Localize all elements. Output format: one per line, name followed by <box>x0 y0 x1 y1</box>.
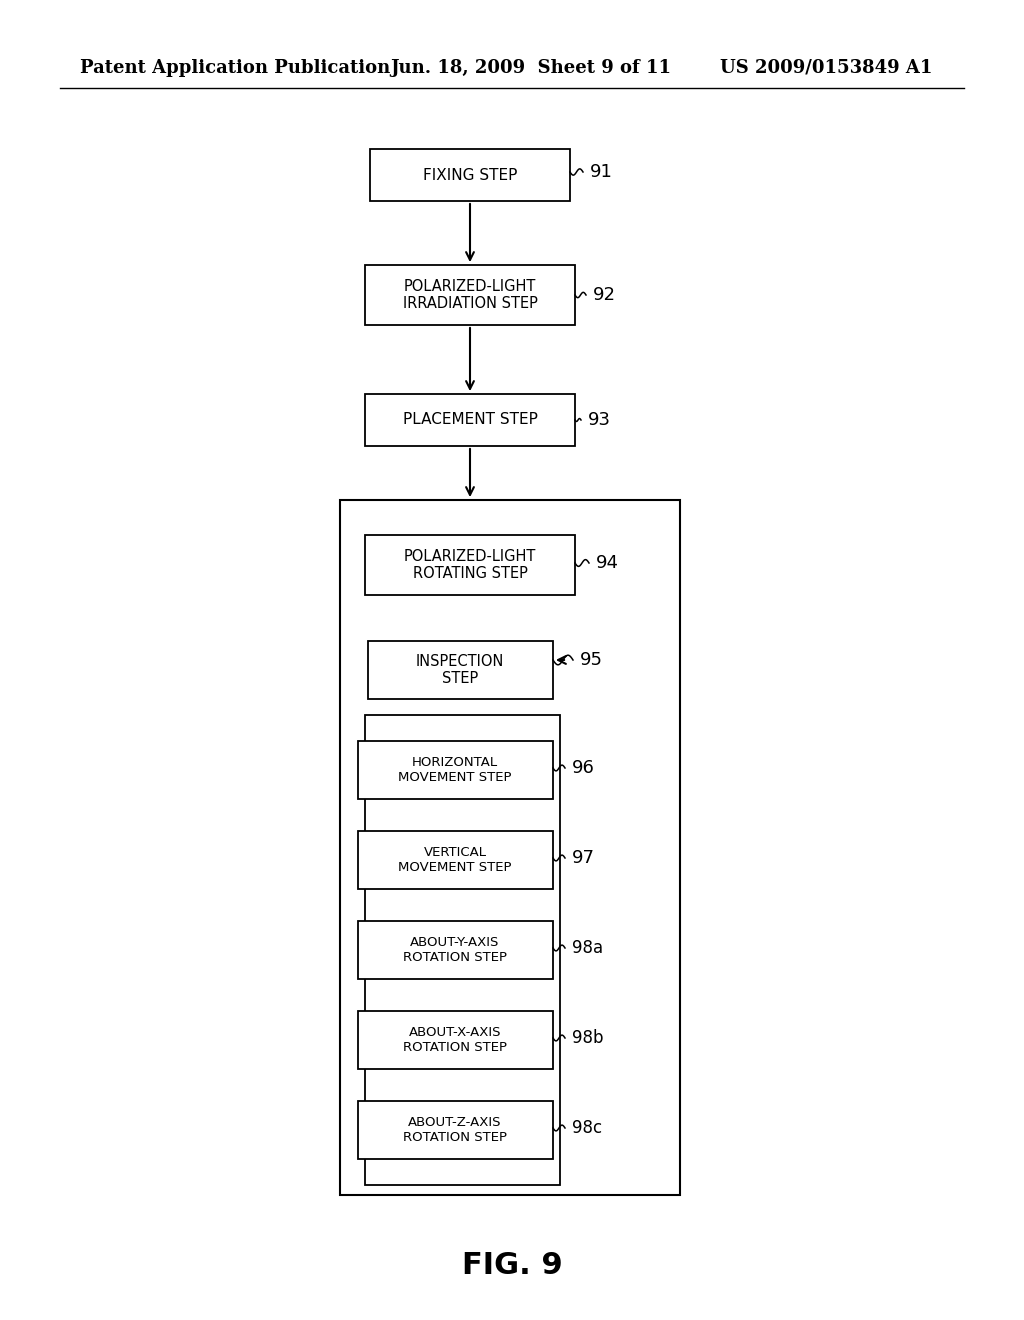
Text: Patent Application Publication: Patent Application Publication <box>80 59 390 77</box>
Text: INSPECTION
STEP: INSPECTION STEP <box>416 653 504 686</box>
Bar <box>357 921 553 979</box>
Text: 92: 92 <box>593 286 616 304</box>
Bar <box>365 535 575 595</box>
Text: ABOUT-X-AXIS
ROTATION STEP: ABOUT-X-AXIS ROTATION STEP <box>403 1026 507 1053</box>
Bar <box>357 832 553 888</box>
Bar <box>368 642 553 700</box>
Bar <box>340 500 680 1195</box>
Text: VERTICAL
MOVEMENT STEP: VERTICAL MOVEMENT STEP <box>398 846 512 874</box>
Text: POLARIZED-LIGHT
IRRADIATION STEP: POLARIZED-LIGHT IRRADIATION STEP <box>402 279 538 312</box>
Bar <box>357 741 553 799</box>
Text: POLARIZED-LIGHT
ROTATING STEP: POLARIZED-LIGHT ROTATING STEP <box>403 549 537 581</box>
Text: 95: 95 <box>580 651 603 669</box>
Bar <box>365 715 560 1185</box>
Text: HORIZONTAL
MOVEMENT STEP: HORIZONTAL MOVEMENT STEP <box>398 756 512 784</box>
Text: ABOUT-Y-AXIS
ROTATION STEP: ABOUT-Y-AXIS ROTATION STEP <box>403 936 507 964</box>
Text: 98a: 98a <box>572 939 603 957</box>
Bar <box>357 1011 553 1069</box>
Text: ABOUT-Z-AXIS
ROTATION STEP: ABOUT-Z-AXIS ROTATION STEP <box>403 1115 507 1144</box>
Bar <box>365 393 575 446</box>
Bar <box>370 149 570 201</box>
Bar <box>357 1101 553 1159</box>
Text: Jun. 18, 2009  Sheet 9 of 11: Jun. 18, 2009 Sheet 9 of 11 <box>390 59 671 77</box>
Text: 93: 93 <box>588 411 611 429</box>
Text: US 2009/0153849 A1: US 2009/0153849 A1 <box>720 59 933 77</box>
Text: PLACEMENT STEP: PLACEMENT STEP <box>402 412 538 428</box>
Text: 98b: 98b <box>572 1030 603 1047</box>
Text: 96: 96 <box>572 759 595 777</box>
Bar <box>365 265 575 325</box>
Text: 98c: 98c <box>572 1119 602 1137</box>
Text: 94: 94 <box>596 554 618 572</box>
Text: FIG. 9: FIG. 9 <box>462 1250 562 1279</box>
Text: FIXING STEP: FIXING STEP <box>423 168 517 182</box>
Text: 97: 97 <box>572 849 595 867</box>
Text: 91: 91 <box>590 162 613 181</box>
